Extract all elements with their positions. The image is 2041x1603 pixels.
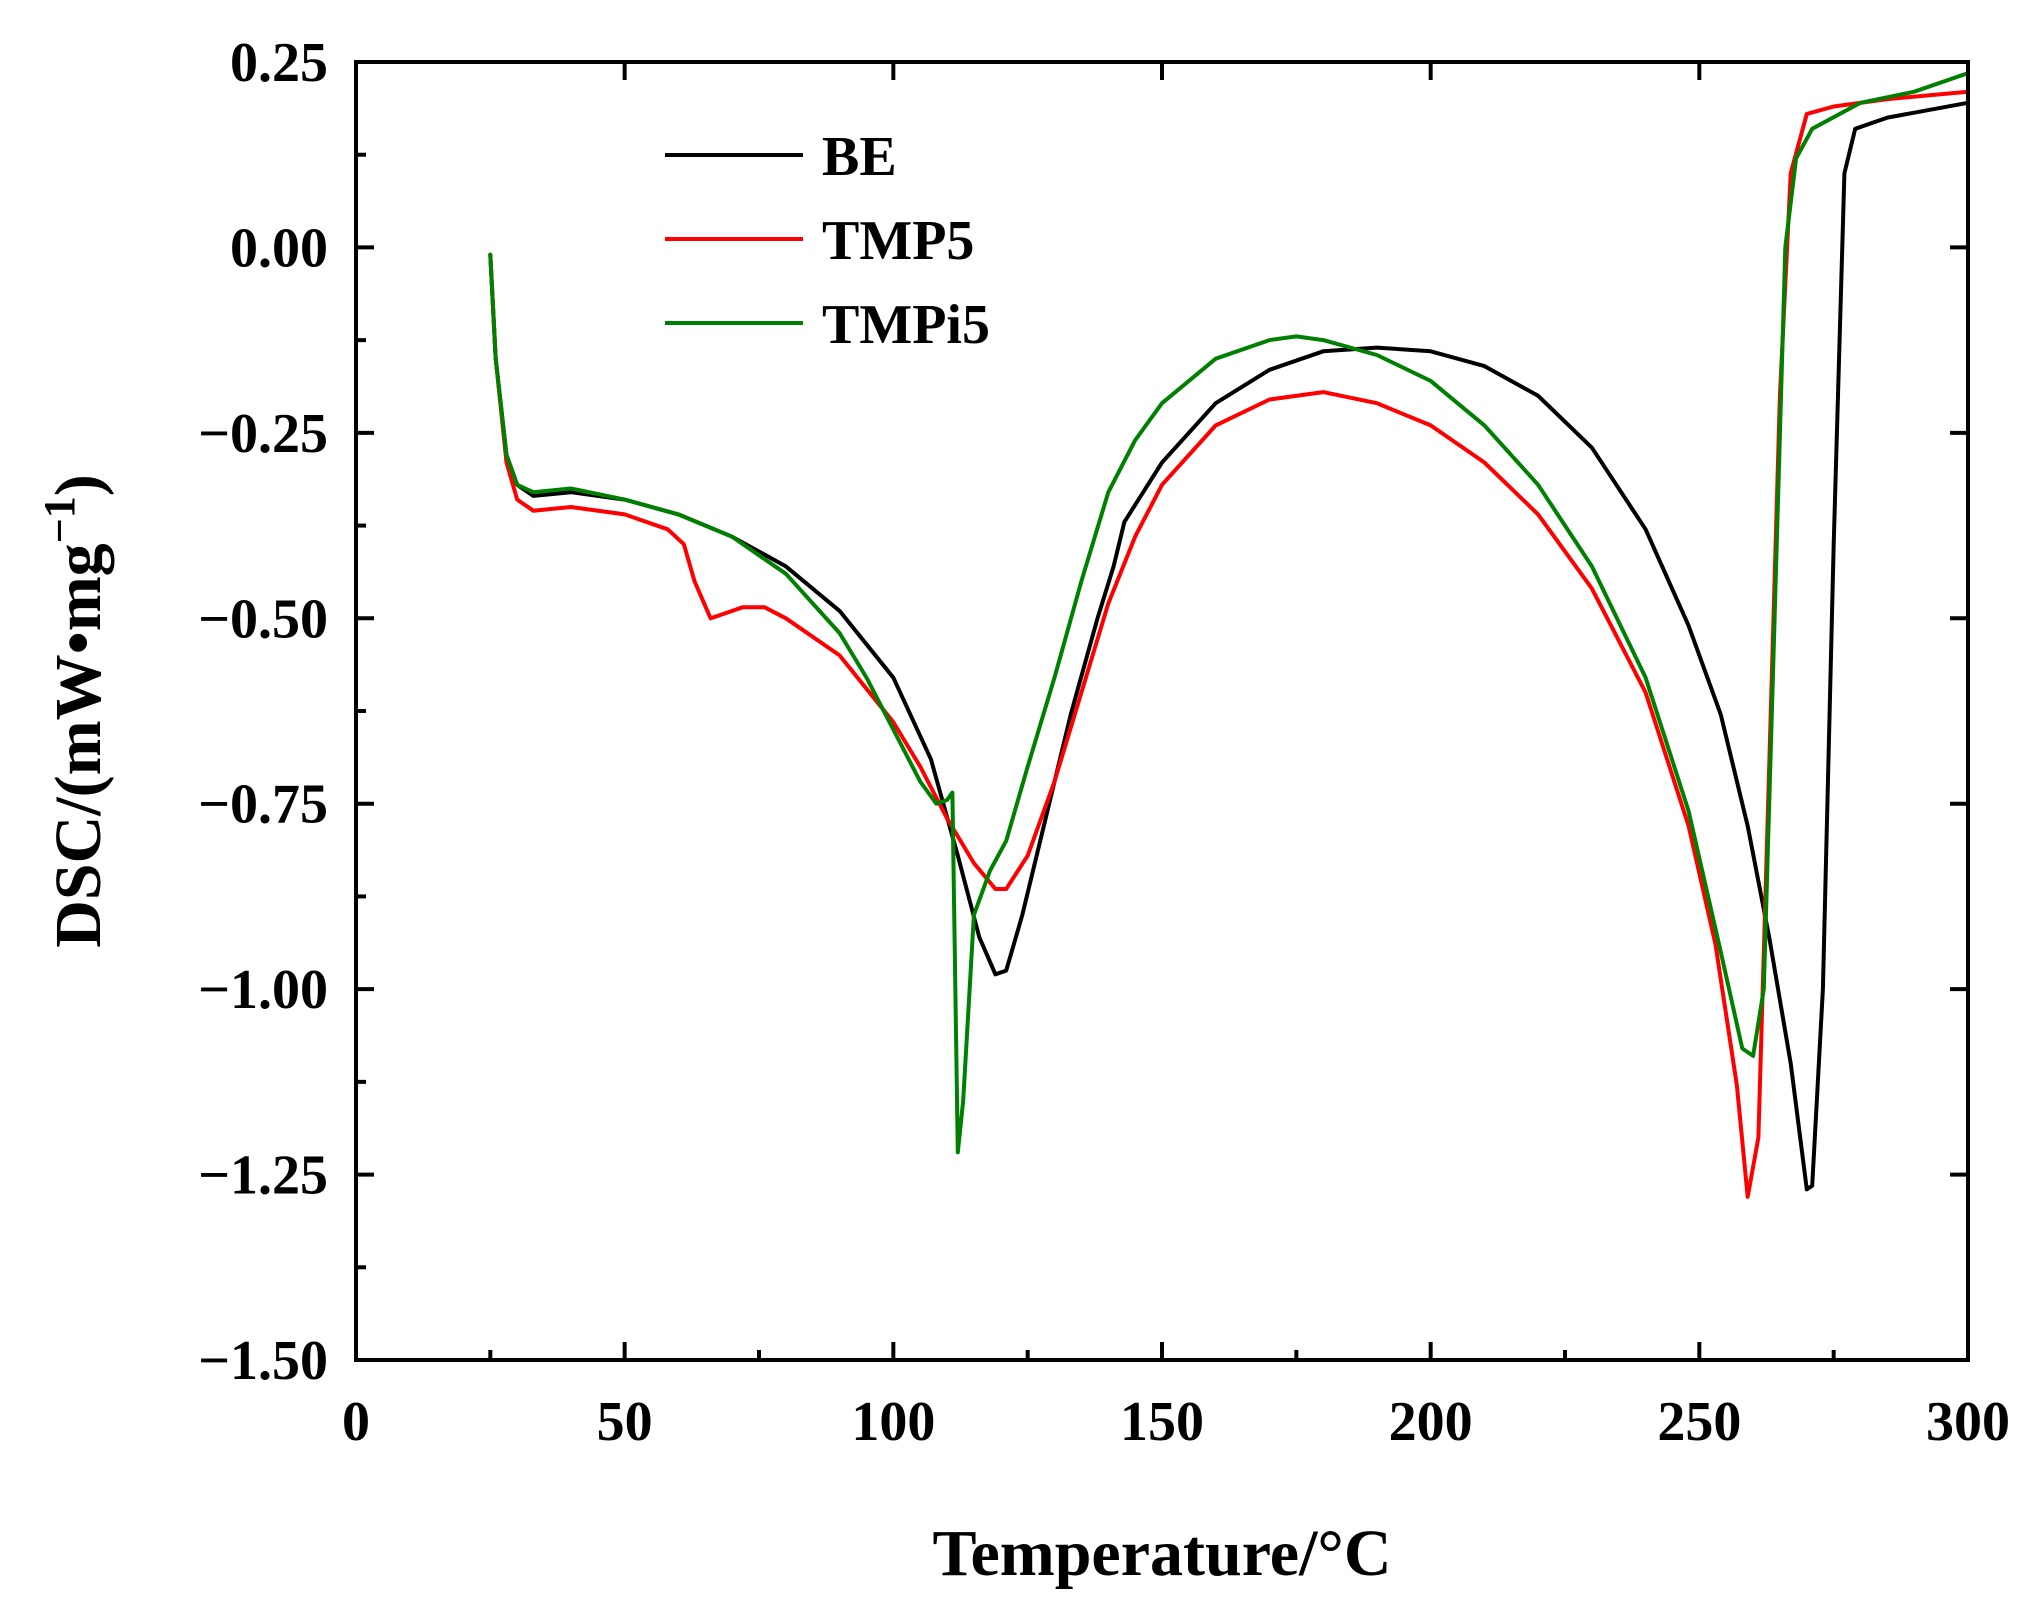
x-tick-label: 0	[342, 1391, 370, 1453]
x-tick-label: 50	[597, 1391, 653, 1453]
legend-label-be: BE	[822, 126, 897, 188]
series-line-tmpi5	[488, 71, 1970, 1155]
y-axis-title-superscript: −1	[35, 496, 84, 543]
y-tick-label: −1.50	[198, 1330, 328, 1392]
x-tick-label: 300	[1926, 1391, 2010, 1453]
ticks-layer	[354, 60, 1970, 1362]
y-axis-title-main: DSC/(mW•mg	[42, 543, 115, 947]
labels-layer: 0 50 100 150 200 250 300 0.25 0.00 −0.25 −0.50 −0.7…	[198, 32, 2010, 1453]
legend-label-tmpi5: TMPi5	[822, 294, 990, 356]
x-tick-label: 200	[1389, 1391, 1473, 1453]
x-tick-label: 250	[1657, 1391, 1741, 1453]
y-tick-label: −0.50	[198, 588, 328, 650]
legend: BE TMP5 TMPi5	[665, 126, 990, 356]
x-tick-label: 150	[1120, 1391, 1204, 1453]
y-axis-title: DSC/(mW•mg−1)	[35, 474, 115, 947]
y-tick-label: −0.75	[198, 774, 328, 836]
y-tick-label: −1.00	[198, 959, 328, 1021]
series-line-tmp5	[488, 89, 1970, 1199]
y-tick-label: −1.25	[198, 1145, 328, 1207]
y-tick-label: −0.25	[198, 403, 328, 465]
y-tick-label: 0.25	[230, 32, 328, 94]
y-axis-title-close: )	[42, 474, 115, 496]
x-axis-title: Temperature/°C	[932, 1517, 1391, 1590]
y-tick-label: 0.00	[230, 217, 328, 279]
legend-label-tmp5: TMP5	[822, 210, 974, 272]
x-tick-label: 100	[851, 1391, 935, 1453]
series-layer	[488, 71, 1970, 1199]
